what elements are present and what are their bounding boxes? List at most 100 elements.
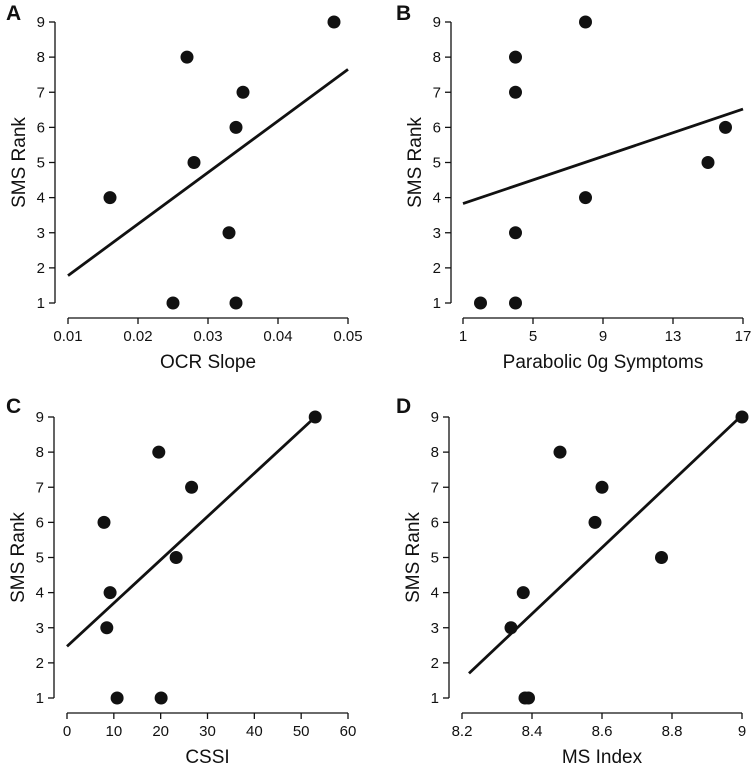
panel-d-x-tick-label: 8.2 xyxy=(452,723,473,740)
panel-b-x-label: Parabolic 0g Symptoms xyxy=(503,352,704,373)
panel-b-x-tick-label: 1 xyxy=(459,328,467,345)
panel-d-x-tick-label: 8.8 xyxy=(662,723,683,740)
panel-a-data-point xyxy=(327,15,341,29)
panel-d-y-tick-label: 6 xyxy=(431,514,439,531)
panel-b-x-tick-label: 5 xyxy=(529,328,537,345)
panel-a-x-tick-label: 0.05 xyxy=(333,328,362,345)
panel-b-data-point xyxy=(719,120,732,134)
panel-a: A 0.01 0.02 0.03 0.04 0.05 1 2 3 4 5 6 7 8 9 OCR Slope S… xyxy=(6,2,363,373)
panel-d-data-point xyxy=(595,480,609,494)
panel-d-data-point xyxy=(516,586,530,600)
panel-b-y-tick-label: 5 xyxy=(433,155,441,172)
panel-a-data-point xyxy=(180,50,194,64)
panel-d-x-tick-label: 8.6 xyxy=(592,723,613,740)
panel-c-y-tick-label: 3 xyxy=(36,620,44,637)
panel-b-y-tick-label: 9 xyxy=(433,14,441,31)
panel-c-data-point xyxy=(100,621,114,635)
panel-c-x-tick-label: 10 xyxy=(105,723,122,740)
panel-b-data-point xyxy=(509,50,522,64)
panel-c-x-tick-label: 20 xyxy=(152,723,169,740)
panel-a-y-tick-label: 4 xyxy=(37,190,45,207)
panel-a-y-label: SMS Rank xyxy=(9,117,30,208)
panel-c-y-tick-label: 6 xyxy=(36,514,44,531)
panel-a-x-tick-label: 0.02 xyxy=(123,328,152,345)
panel-c-data-point xyxy=(103,586,117,600)
panel-c-letter: C xyxy=(6,395,21,418)
panel-a-data-point xyxy=(236,85,250,99)
panel-c-x-label: CSSI xyxy=(185,747,229,763)
panel-c-y-tick-label: 2 xyxy=(36,655,44,672)
panel-b-y-tick-label: 1 xyxy=(433,295,441,312)
panel-a-y-tick-label: 3 xyxy=(37,225,45,242)
panel-d-y-tick-label: 2 xyxy=(431,655,439,672)
panel-c-x-tick-label: 0 xyxy=(63,723,71,740)
panel-c-x-tick-label: 60 xyxy=(340,723,357,740)
panel-c-y-tick-label: 1 xyxy=(36,690,44,707)
panel-b-y-tick-label: 2 xyxy=(433,260,441,277)
panel-b-y-tick-label: 8 xyxy=(433,49,441,66)
panel-d-data-point xyxy=(522,691,535,705)
panel-c-x-tick-label: 50 xyxy=(293,723,310,740)
panel-a-letter: A xyxy=(6,2,21,25)
panel-c-data-point xyxy=(97,515,111,529)
panel-d-data-point xyxy=(588,515,602,529)
panel-c-data-point xyxy=(154,691,168,705)
panel-d-data-point xyxy=(553,445,567,459)
panel-c-y-tick-label: 8 xyxy=(36,444,44,461)
panel-c-y-tick-label: 4 xyxy=(36,585,44,602)
panel-a-x-label: OCR Slope xyxy=(160,352,256,373)
panel-d-y-tick-label: 1 xyxy=(431,690,439,707)
panel-c-data-point xyxy=(110,691,124,705)
panel-a-data-point xyxy=(229,296,243,310)
panel-d-y-tick-label: 7 xyxy=(431,479,439,496)
panel-a-data-point xyxy=(103,191,117,205)
panel-c-data-point xyxy=(169,551,183,564)
panel-d-x-label: MS Index xyxy=(562,747,643,763)
panel-a-y-tick-label: 5 xyxy=(37,155,45,172)
panel-c-y-tick-label: 5 xyxy=(36,550,44,567)
panel-d-letter: D xyxy=(396,395,411,418)
panel-b-data-point xyxy=(579,191,592,205)
panel-c-y-tick-label: 7 xyxy=(36,479,44,496)
panel-b-data-point xyxy=(474,296,487,310)
panel-d-y-tick-label: 5 xyxy=(431,550,439,567)
panel-b-x-tick-label: 17 xyxy=(735,328,752,345)
panel-d-y-tick-label: 8 xyxy=(431,444,439,461)
panel-d-y-tick-label: 3 xyxy=(431,620,439,637)
panel-b-y-tick-label: 3 xyxy=(433,225,441,242)
panel-c-x-tick-label: 40 xyxy=(246,723,263,740)
panel-d-data-point xyxy=(504,621,518,635)
panel-c-data-point xyxy=(185,480,199,494)
panel-b-y-tick-label: 7 xyxy=(433,84,441,101)
panel-a-y-tick-label: 8 xyxy=(37,49,45,66)
panel-c-x-tick-label: 30 xyxy=(199,723,216,740)
panel-d-y-label: SMS Rank xyxy=(403,512,424,603)
panel-a-data-point xyxy=(222,226,236,240)
panel-a-y-tick-label: 2 xyxy=(37,260,45,277)
panel-c-data-point xyxy=(152,445,166,459)
panel-d: D 8.2 8.4 8.6 8.8 9 1 2 3 4 5 6 7 8 9 MS Index SMS Rank xyxy=(396,395,749,763)
panel-b: B 1 5 9 13 17 1 2 3 4 5 6 7 8 9 Parabolic 0g Symptoms SM… xyxy=(396,2,751,373)
panel-a-y-tick-label: 9 xyxy=(37,14,45,31)
panel-a-x-tick-label: 0.03 xyxy=(193,328,222,345)
panel-d-data-point xyxy=(735,410,749,424)
panel-b-data-point xyxy=(509,85,522,99)
panel-b-letter: B xyxy=(396,2,411,25)
panel-a-data-point xyxy=(187,156,201,169)
panel-d-x-tick-label: 9 xyxy=(738,723,746,740)
panel-a-data-point xyxy=(229,120,243,134)
panel-c-fit-line xyxy=(66,415,317,648)
panel-d-data-point xyxy=(655,551,668,564)
panel-c-data-point xyxy=(308,410,322,424)
panel-b-fit-line xyxy=(462,107,744,205)
panel-b-y-tick-label: 6 xyxy=(433,119,441,136)
panel-d-fit-line xyxy=(468,414,743,675)
panel-d-y-tick-label: 4 xyxy=(431,585,439,602)
panel-b-x-tick-label: 9 xyxy=(599,328,607,345)
panel-a-y-tick-label: 7 xyxy=(37,84,45,101)
panel-b-data-point xyxy=(509,226,522,240)
panel-c-y-label: SMS Rank xyxy=(8,512,29,603)
panel-c-y-tick-label: 9 xyxy=(36,409,44,426)
panel-a-data-point xyxy=(166,296,180,310)
